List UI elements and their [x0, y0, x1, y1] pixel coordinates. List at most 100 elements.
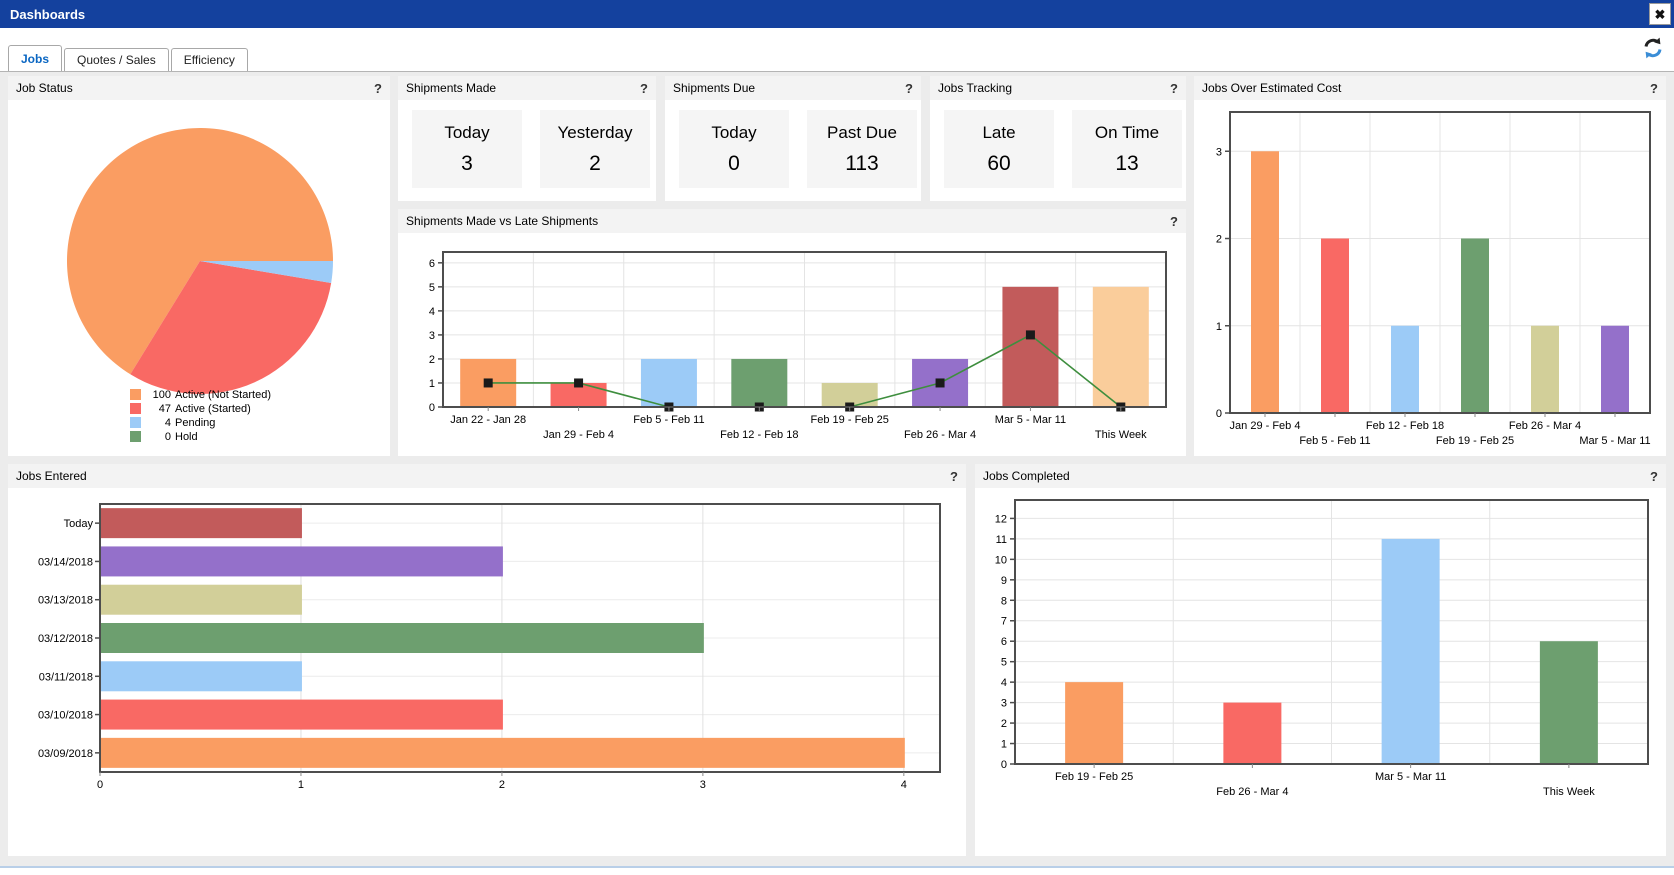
dashboard-content: Job Status ? 100 Active (Not Started) 47…: [0, 72, 1674, 856]
tab-jobs[interactable]: Jobs: [8, 45, 63, 71]
panel-title: Jobs Tracking: [938, 81, 1013, 95]
svg-text:2: 2: [499, 779, 505, 791]
svg-text:Today: Today: [64, 518, 94, 530]
svg-text:0: 0: [97, 779, 103, 791]
svg-text:03/12/2018: 03/12/2018: [38, 633, 93, 645]
legend-item: 4 Pending: [130, 416, 271, 429]
svg-text:03/09/2018: 03/09/2018: [38, 748, 93, 760]
panel-jobs-over-estimated-cost: Jobs Over Estimated Cost ? 0 1 2 3 Jan 29 - …: [1194, 76, 1666, 456]
help-icon[interactable]: ?: [374, 80, 382, 96]
panel-header: Jobs Over Estimated Cost ?: [1194, 76, 1666, 100]
legend-item: 47 Active (Started): [130, 402, 271, 415]
legend-swatch-hold: [130, 431, 141, 442]
svg-text:10: 10: [995, 554, 1007, 566]
svg-text:Feb 12 - Feb 18: Feb 12 - Feb 18: [720, 429, 798, 441]
svg-text:9: 9: [1001, 575, 1007, 587]
shipments-vs-late-chart: 0 1 2 3 4 5 6 Jan 22 - Jan 28 Jan 29 - Feb 4 Feb …: [398, 233, 1186, 456]
svg-text:4: 4: [1001, 677, 1007, 689]
svg-text:0: 0: [429, 402, 435, 414]
svg-text:Feb 19 - Feb 25: Feb 19 - Feb 25: [811, 414, 889, 426]
pie-legend: 100 Active (Not Started) 47 Active (Star…: [130, 388, 271, 444]
stat-on-time: On Time 13: [1072, 110, 1182, 188]
panel-header: Job Status ?: [8, 76, 390, 100]
svg-text:Jan 29 - Feb 4: Jan 29 - Feb 4: [543, 429, 614, 441]
panel-job-status: Job Status ? 100 Active (Not Started) 47…: [8, 76, 390, 456]
window-titlebar: Dashboards ✖: [0, 0, 1674, 28]
panel-jobs-completed: Jobs Completed ? 0 1 2 3 4 5 6 7 8 9 10 11 12 Feb 19 …: [975, 464, 1666, 856]
svg-text:4: 4: [429, 306, 435, 318]
bar-chart-canvas: 0 1 2 3 Jan 29 - Feb 4 Feb 5 - Feb 11 Feb 12 -…: [1216, 111, 1651, 447]
help-icon[interactable]: ?: [1170, 80, 1178, 96]
svg-text:Mar 5 - Mar 11: Mar 5 - Mar 11: [1375, 771, 1446, 783]
svg-text:Feb 26 - Mar 4: Feb 26 - Mar 4: [1216, 786, 1288, 798]
svg-text:8: 8: [1001, 595, 1007, 607]
svg-text:2: 2: [1216, 234, 1222, 246]
legend-label: Pending: [175, 416, 216, 429]
svg-text:Mar 5 - Mar 11: Mar 5 - Mar 11: [995, 414, 1066, 426]
svg-text:Feb 19 - Feb 25: Feb 19 - Feb 25: [1436, 435, 1514, 447]
hbar-chart-canvas: Today 03/14/2018 03/13/2018 03/12/2018 03/11…: [38, 503, 941, 791]
combo-chart-canvas: 0 1 2 3 4 5 6 Jan 22 - Jan 28 Jan 29 - Feb 4 Feb …: [429, 251, 1167, 441]
stat-late: Late 60: [944, 110, 1054, 188]
bottom-strip: [0, 856, 1674, 875]
help-icon[interactable]: ?: [950, 468, 958, 484]
legend-label: Active (Started): [175, 402, 251, 415]
svg-text:Feb 5 - Feb 11: Feb 5 - Feb 11: [633, 414, 704, 426]
help-icon[interactable]: ?: [1650, 80, 1658, 96]
panel-shipments-made: Shipments Made ? Today 3 Yesterday 2: [398, 76, 656, 201]
svg-text:Feb 5 - Feb 11: Feb 5 - Feb 11: [1299, 435, 1370, 447]
tab-efficiency[interactable]: Efficiency: [170, 48, 248, 71]
jobs-completed-chart: 0 1 2 3 4 5 6 7 8 9 10 11 12 Feb 19 - Feb 25 Feb 26 - …: [975, 488, 1666, 856]
panel-jobs-entered: Jobs Entered ? Today 03/14/2018 03/13/2018…: [8, 464, 966, 856]
close-button[interactable]: ✖: [1649, 3, 1671, 25]
svg-text:1: 1: [1216, 321, 1222, 333]
svg-text:1: 1: [298, 779, 304, 791]
stat-due-today: Today 0: [679, 110, 789, 188]
panel-header: Jobs Entered ?: [8, 464, 966, 488]
svg-text:6: 6: [1001, 636, 1007, 648]
panel-header: Jobs Tracking ?: [930, 76, 1186, 100]
refresh-icon[interactable]: [1642, 37, 1664, 59]
tab-quotes-sales[interactable]: Quotes / Sales: [64, 48, 169, 71]
svg-text:Feb 26 - Mar 4: Feb 26 - Mar 4: [904, 429, 976, 441]
panel-title: Shipments Made: [406, 81, 497, 95]
svg-text:Jan 22 - Jan 28: Jan 22 - Jan 28: [450, 414, 526, 426]
svg-text:This Week: This Week: [1095, 429, 1147, 441]
help-icon[interactable]: ?: [1170, 213, 1178, 229]
legend-swatch-pending: [130, 417, 141, 428]
help-icon[interactable]: ?: [640, 80, 648, 96]
legend-swatch-active-started: [130, 403, 141, 414]
stat-shipments-yesterday: Yesterday 2: [540, 110, 650, 188]
svg-text:12: 12: [995, 513, 1007, 525]
job-status-pie-chart: 100 Active (Not Started) 47 Active (Star…: [8, 100, 390, 456]
panel-header: Shipments Made ?: [398, 76, 656, 100]
svg-text:5: 5: [1001, 657, 1007, 669]
svg-text:This Week: This Week: [1543, 786, 1595, 798]
stat-shipments-today: Today 3: [412, 110, 522, 188]
svg-text:6: 6: [429, 258, 435, 270]
svg-text:3: 3: [429, 330, 435, 342]
jobs-over-estimated-cost-chart: 0 1 2 3 Jan 29 - Feb 4 Feb 5 - Feb 11 Feb 12 -…: [1194, 100, 1666, 456]
svg-text:Feb 26 - Mar 4: Feb 26 - Mar 4: [1509, 420, 1581, 432]
svg-text:2: 2: [429, 354, 435, 366]
svg-text:2: 2: [1001, 718, 1007, 730]
help-icon[interactable]: ?: [905, 80, 913, 96]
svg-text:3: 3: [1001, 698, 1007, 710]
legend-item: 0 Hold: [130, 430, 271, 443]
jobs-entered-chart: Today 03/14/2018 03/13/2018 03/12/2018 03/11…: [8, 488, 966, 856]
legend-swatch-active-not-started: [130, 389, 141, 400]
panel-header: Jobs Completed ?: [975, 464, 1666, 488]
svg-text:1: 1: [1001, 739, 1007, 751]
panel-title: Shipments Made vs Late Shipments: [406, 214, 599, 228]
legend-item: 100 Active (Not Started): [130, 388, 271, 401]
help-icon[interactable]: ?: [1650, 468, 1658, 484]
panel-jobs-tracking: Jobs Tracking ? Late 60 On Time 13: [930, 76, 1186, 201]
svg-text:3: 3: [700, 779, 706, 791]
panel-title: Jobs Completed: [983, 469, 1070, 483]
svg-text:03/11/2018: 03/11/2018: [39, 671, 93, 683]
svg-text:3: 3: [1216, 146, 1222, 158]
tab-bar: Jobs Quotes / Sales Efficiency: [0, 28, 1674, 72]
panel-header: Shipments Made vs Late Shipments ?: [398, 209, 1186, 233]
svg-text:03/13/2018: 03/13/2018: [38, 595, 93, 607]
